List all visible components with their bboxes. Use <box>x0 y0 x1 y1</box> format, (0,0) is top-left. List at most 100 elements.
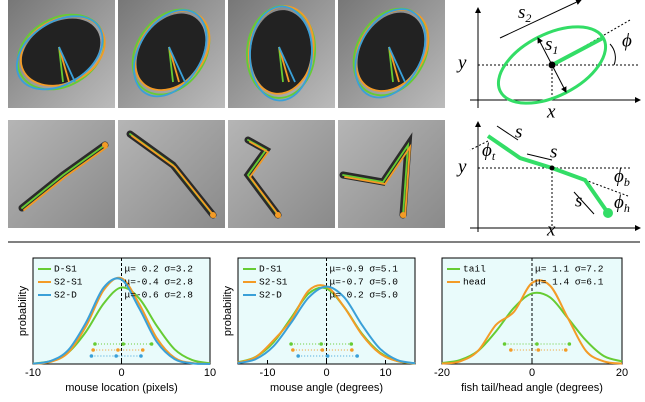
mean-dot <box>535 342 539 346</box>
center <box>548 61 556 69</box>
std-dot <box>509 348 513 352</box>
heading <box>58 46 76 83</box>
head-dot <box>102 142 108 148</box>
x-tick-label: 0 <box>323 367 329 379</box>
std-dot <box>350 348 354 352</box>
mean-dot <box>320 348 325 352</box>
x-tick-label: 10 <box>204 367 216 379</box>
y-axis-label: probability <box>222 285 234 336</box>
fit-chain <box>131 135 216 218</box>
fit-chain <box>342 141 410 216</box>
fit-chain <box>23 146 108 211</box>
fit-ellipse <box>354 8 427 99</box>
stats-label: μ= 0.2 σ=3.2 <box>125 264 194 275</box>
x-tick-label: 0 <box>118 367 124 379</box>
x-axis-label: fish tail/head angle (degrees) <box>461 382 603 394</box>
density-curve <box>441 279 623 365</box>
heading <box>551 36 604 67</box>
label: s <box>575 190 582 211</box>
photo <box>228 120 335 228</box>
label-sub: t <box>492 149 496 163</box>
stats-label: μ=-0.4 σ=2.8 <box>125 277 194 288</box>
std-dot <box>502 342 507 346</box>
label-sub: b <box>624 175 630 189</box>
heading <box>388 46 400 83</box>
mean-dot <box>116 348 120 352</box>
label-sub: 1 <box>552 43 558 57</box>
label: s <box>550 141 557 162</box>
heading <box>278 46 290 83</box>
std-dot <box>291 348 295 352</box>
stats-label: μ=-0.6 σ=2.8 <box>125 290 194 301</box>
stats-label: μ= 1.4 σ=6.1 <box>535 277 604 288</box>
density-curve <box>32 277 211 365</box>
label: x <box>546 219 556 240</box>
legend-label: S2-S1 <box>54 277 83 288</box>
label-base: s <box>545 34 552 55</box>
x-tick-label: -10 <box>260 367 276 379</box>
guide <box>469 140 489 151</box>
label-base: ϕ <box>482 140 492 161</box>
stats-label: μ= 1.1 σ=7.2 <box>535 264 604 275</box>
legend-label: S2-D <box>259 290 282 301</box>
x-tick-label: 10 <box>379 367 391 379</box>
std-dot <box>140 348 145 352</box>
heading <box>168 46 180 83</box>
head <box>603 208 613 218</box>
head-dot <box>275 212 281 218</box>
std-dot <box>349 342 354 346</box>
label-base: ϕ <box>614 192 624 213</box>
label: y <box>456 52 467 73</box>
std-dot <box>139 354 143 358</box>
stats-label: μ=-0.7 σ=5.0 <box>330 277 399 288</box>
label: ϕ <box>622 30 632 51</box>
std-dot <box>567 342 572 346</box>
length-mark <box>496 125 519 141</box>
heading <box>278 46 296 83</box>
mean-dot <box>121 342 126 346</box>
length-mark <box>526 153 553 161</box>
photo-grid <box>8 0 445 228</box>
fit-ellipse <box>15 15 104 91</box>
x-tick-label: 20 <box>616 367 628 379</box>
std-dot <box>91 348 95 352</box>
fit-chain <box>344 143 412 218</box>
label-base: s <box>518 2 525 23</box>
label-sub: h <box>624 201 630 215</box>
x-tick-label: -20 <box>434 367 450 379</box>
heading <box>388 46 394 83</box>
angle-arc <box>609 43 616 66</box>
std-dot <box>289 342 293 346</box>
fit-ellipse <box>133 9 208 98</box>
legend-label: D-S1 <box>259 264 282 275</box>
legend-label: D-S1 <box>54 264 77 275</box>
density-curve <box>237 285 416 365</box>
heading <box>388 46 406 83</box>
head-dot <box>210 212 216 218</box>
legend-label: head <box>463 277 486 288</box>
label: s2 <box>518 2 531 24</box>
heading <box>168 46 186 83</box>
label: ϕb <box>614 166 630 188</box>
center <box>549 165 555 171</box>
legend-label: tail <box>463 264 486 275</box>
std-dot <box>563 348 568 352</box>
x-tick-label: 0 <box>529 367 535 379</box>
label-base: ϕ <box>614 166 624 187</box>
x-axis-label: mouse angle (degrees) <box>270 382 383 394</box>
mean-dot <box>325 354 330 358</box>
mean-dot <box>114 354 118 358</box>
diagrams <box>8 0 641 243</box>
arrow <box>499 0 582 39</box>
legend-label: S2-S1 <box>259 277 288 288</box>
heading <box>278 46 284 83</box>
stats-label: μ=-0.9 σ=5.1 <box>330 264 399 275</box>
diagram-labels: s2 s1 ϕ y x s s s ϕt ϕb ϕh y x <box>456 2 632 240</box>
length-mark <box>573 191 595 215</box>
mean-dot <box>536 348 541 352</box>
arrow <box>551 64 567 93</box>
label: ϕh <box>614 192 630 214</box>
label: s1 <box>545 34 558 56</box>
head-dot <box>400 212 406 218</box>
